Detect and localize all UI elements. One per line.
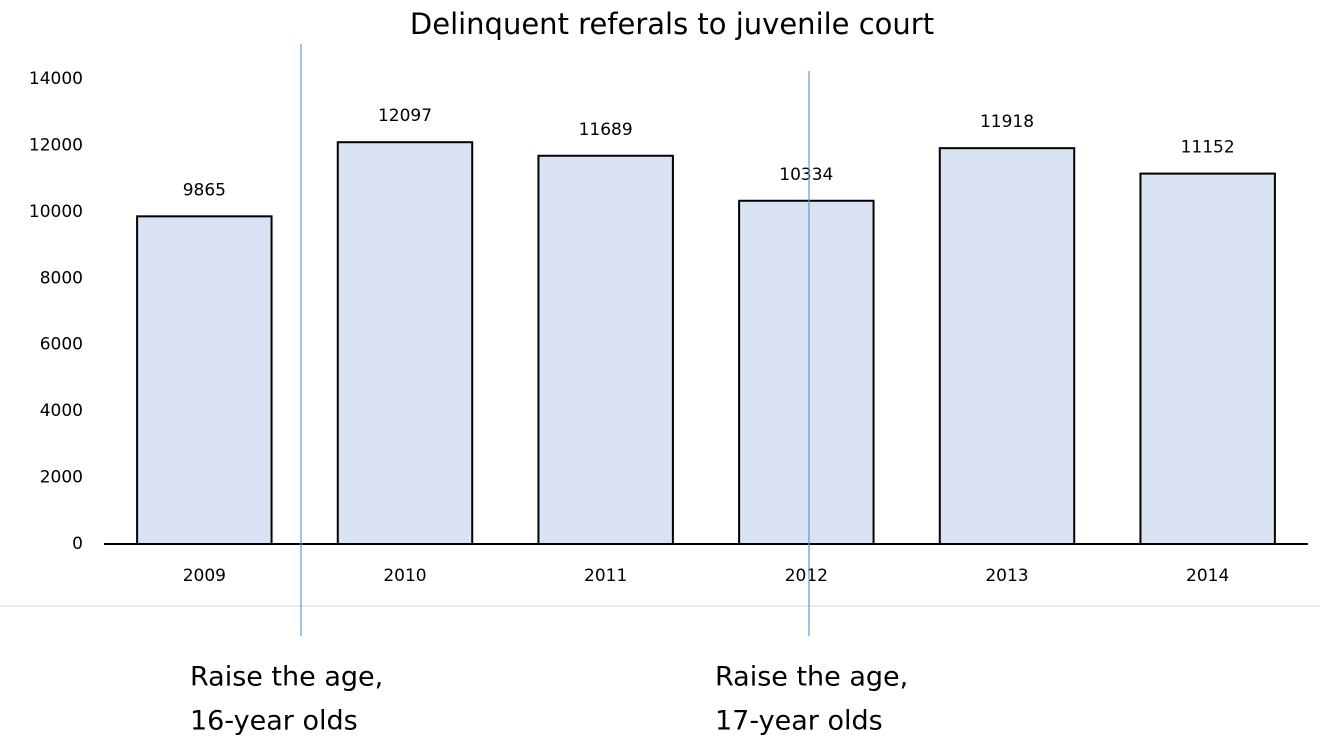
data-label: 11918 [980, 112, 1034, 132]
y-tick-label: 6000 [40, 335, 83, 355]
x-tick-label: 2013 [985, 566, 1028, 586]
bar [738, 199, 875, 545]
x-tick-label: 2012 [785, 566, 828, 586]
data-label: 9865 [183, 180, 226, 200]
y-tick-label: 4000 [40, 401, 83, 421]
data-label: 11152 [1181, 138, 1235, 158]
x-tick-label: 2011 [584, 566, 627, 586]
x-tick-label: 2009 [183, 566, 226, 586]
y-tick-label: 14000 [29, 69, 83, 89]
data-label: 12097 [378, 106, 432, 126]
bar [537, 154, 674, 545]
chart-title: Delinquent referals to juvenile court [410, 7, 934, 41]
data-label: 10334 [779, 165, 833, 185]
x-tick-label: 2014 [1186, 566, 1229, 586]
y-tick-label: 8000 [40, 268, 83, 288]
bar [136, 215, 273, 545]
annotation-text: 17-year olds [715, 706, 883, 737]
bar [1139, 172, 1276, 545]
y-tick-label: 2000 [40, 468, 83, 488]
annotation-text: Raise the age, [190, 662, 383, 693]
y-tick-label: 10000 [29, 202, 83, 222]
bar [938, 147, 1076, 546]
bar [336, 141, 474, 545]
y-tick-label: 0 [72, 534, 83, 554]
data-label: 11689 [579, 120, 633, 140]
x-tick-label: 2010 [383, 566, 426, 586]
annotation-text: 16-year olds [190, 706, 358, 737]
annotation-text: Raise the age, [715, 662, 908, 693]
y-tick-label: 12000 [29, 135, 83, 155]
